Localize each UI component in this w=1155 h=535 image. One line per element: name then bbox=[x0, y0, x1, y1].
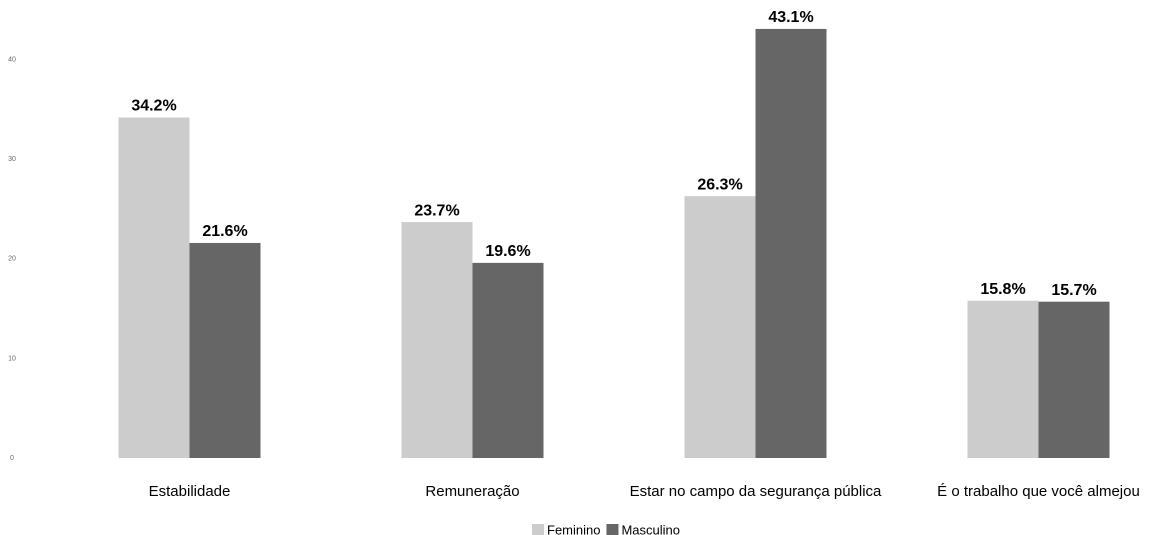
value-label: 15.8% bbox=[980, 281, 1025, 298]
value-label: 23.7% bbox=[414, 202, 459, 219]
value-label: 21.6% bbox=[202, 223, 247, 240]
value-label: 34.2% bbox=[131, 98, 176, 115]
y-tick-label: 0 bbox=[10, 455, 14, 462]
x-tick-label: Estabilidade bbox=[149, 483, 231, 500]
value-label: 26.3% bbox=[697, 176, 742, 193]
x-tick-label: Estar no campo da segurança pública bbox=[630, 483, 882, 500]
x-tick-label: Remuneração bbox=[425, 483, 519, 500]
y-tick-label: 30 bbox=[8, 156, 16, 163]
bar bbox=[967, 300, 1039, 458]
bar bbox=[189, 242, 261, 458]
y-tick-label: 20 bbox=[8, 256, 16, 263]
value-label: 15.7% bbox=[1051, 282, 1096, 299]
x-tick-label: É o trabalho que você almejou bbox=[937, 483, 1140, 500]
legend-swatch bbox=[606, 524, 619, 535]
bar bbox=[755, 28, 827, 458]
bar bbox=[401, 222, 473, 458]
legend-swatch bbox=[532, 524, 544, 535]
y-tick-label: 10 bbox=[8, 355, 16, 362]
legend-label: Feminino bbox=[547, 522, 600, 535]
value-label: 43.1% bbox=[768, 9, 813, 26]
legend-label: Masculino bbox=[621, 522, 680, 535]
bar bbox=[118, 117, 190, 459]
value-label: 19.6% bbox=[485, 243, 530, 260]
bar bbox=[1038, 301, 1110, 458]
bar bbox=[472, 262, 544, 458]
y-tick-label: 40 bbox=[8, 57, 16, 64]
bar bbox=[684, 196, 756, 458]
